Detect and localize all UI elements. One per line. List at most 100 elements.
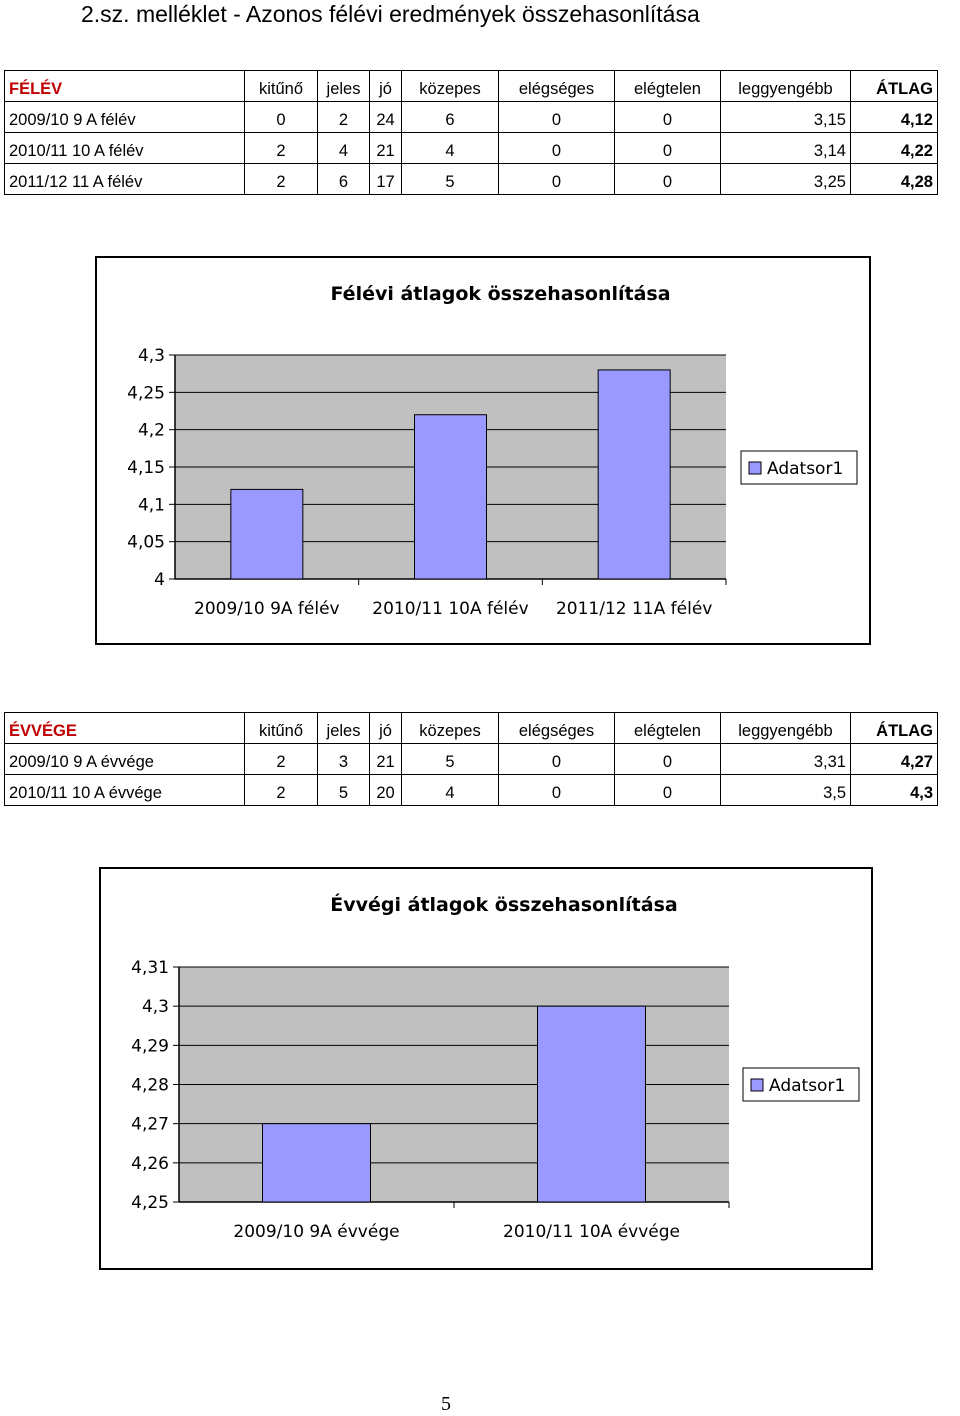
semester-table-cell: 4: [317, 132, 370, 164]
semester-table-cell: 3,25: [720, 163, 851, 195]
yearend-table-header-cell: ÁTLAG: [850, 712, 938, 744]
semester-table-header-cell: elégséges: [498, 70, 615, 102]
yearend-table-cell: 5: [401, 743, 499, 775]
x-tick-label: 2011/12 11A félév: [556, 599, 712, 619]
yearend-table-cell: 3,31: [720, 743, 851, 775]
semester-table-header-cell: ÁTLAG: [850, 70, 938, 102]
yearend-table-header-cell: leggyengébb: [720, 712, 851, 744]
semester-results-table: FÉLÉV kitűnő jeles jó közepes elégséges elégte…: [4, 70, 938, 195]
y-tick-label: 4,29: [131, 1036, 169, 1056]
yearend-table-cell: 0: [614, 774, 721, 806]
semester-table-header-cell: jeles: [317, 70, 370, 102]
yearend-table-cell: 2: [244, 743, 318, 775]
yearend-table-cell: 21: [369, 743, 402, 775]
y-tick-label: 4,3: [138, 346, 165, 366]
yearend-table-cell: 4,27: [850, 743, 938, 775]
legend-label: Adatsor1: [769, 1076, 845, 1096]
semester-table-header-cell: kitűnő: [244, 70, 318, 102]
semester-table-row: 2011/12 11 A félév 2 6 17 5 0 0 3,25 4,28: [4, 163, 938, 195]
bar: [597, 369, 671, 580]
yearend-table-header-cell: jeles: [317, 712, 370, 744]
semester-table-cell: 6: [401, 101, 499, 133]
yearend-table-header-cell: kitűnő: [244, 712, 318, 744]
yearend-chart-svg: Évvégi átlagok összehasonlítása 4,31 4,3 4,…: [131, 893, 860, 1242]
semester-table-cell: 4,28: [850, 163, 938, 195]
yearend-table-header-row: ÉVVÉGE kitűnő jeles jó közepes elégséges elégt…: [4, 712, 938, 744]
page-number: 5: [441, 1393, 451, 1415]
yearend-table-row: 2009/10 9 A évvége 2 3 21 5 0 0 3,31 4,27: [4, 743, 938, 775]
yearend-table-header-cell: elégséges: [498, 712, 615, 744]
semester-table-cell: 3,14: [720, 132, 851, 164]
semester-table-cell: 0: [498, 101, 615, 133]
y-tick-label: 4: [154, 570, 165, 590]
semester-table-cell: 2011/12 11 A félév: [4, 163, 245, 195]
x-tick-label: 2010/11 10A félév: [372, 599, 528, 619]
y-tick-label: 4,05: [127, 533, 165, 553]
yearend-table-row: 2010/11 10 A évvége 2 5 20 4 0 0 3,5 4,3: [4, 774, 938, 806]
semester-table-row: 2010/11 10 A félév 2 4 21 4 0 0 3,14 4,22: [4, 132, 938, 164]
yearend-table-cell: 3,5: [720, 774, 851, 806]
semester-table-cell: 0: [614, 101, 721, 133]
yearend-table-cell: 2010/11 10 A évvége: [4, 774, 245, 806]
semester-table-cell: 4: [401, 132, 499, 164]
semester-average-chart: Félévi átlagok összehasonlítása 4,3 4,25 4,…: [95, 256, 871, 645]
semester-table-cell: 2: [244, 163, 318, 195]
semester-table-cell: 3,15: [720, 101, 851, 133]
yearend-table-cell: 20: [369, 774, 402, 806]
semester-table-cell: 24: [369, 101, 402, 133]
x-tick-label: 2010/11 10A évvége: [503, 1222, 680, 1242]
semester-table-row: 2009/10 9 A félév 0 2 24 6 0 0 3,15 4,12: [4, 101, 938, 133]
semester-table-cell: 2: [244, 132, 318, 164]
yearend-table-cell: 5: [317, 774, 370, 806]
y-tick-label: 4,1: [138, 495, 165, 515]
semester-table-header-cell: FÉLÉV: [4, 70, 245, 102]
y-tick-label: 4,15: [127, 458, 165, 478]
semester-table-header-cell: jó: [369, 70, 402, 102]
y-tick-label: 4,2: [138, 421, 165, 441]
yearend-table-header-cell: közepes: [401, 712, 499, 744]
semester-chart-svg: Félévi átlagok összehasonlítása 4,3 4,25 4,…: [127, 283, 858, 619]
y-tick-label: 4,25: [127, 383, 165, 403]
semester-table-header-cell: leggyengébb: [720, 70, 851, 102]
yearend-table-cell: 2009/10 9 A évvége: [4, 743, 245, 775]
chart-title: Félévi átlagok összehasonlítása: [330, 283, 670, 305]
semester-table-cell: 0: [614, 132, 721, 164]
legend-swatch: [748, 461, 762, 475]
y-tick-label: 4,3: [142, 997, 169, 1017]
yearend-table-cell: 3: [317, 743, 370, 775]
bar: [537, 1005, 646, 1203]
yearend-table-cell: 4,3: [850, 774, 938, 806]
semester-table-cell: 4,12: [850, 101, 938, 133]
y-tick-label: 4,27: [131, 1115, 169, 1135]
yearend-table-cell: 2: [244, 774, 318, 806]
y-tick-label: 4,26: [131, 1154, 169, 1174]
page-title: 2.sz. melléklet - Azonos félévi eredmény…: [81, 1, 700, 27]
semester-table-cell: 0: [498, 132, 615, 164]
semester-table-cell: 6: [317, 163, 370, 195]
yearend-table-cell: 0: [614, 743, 721, 775]
yearend-table-header-cell: elégtelen: [614, 712, 721, 744]
bar: [230, 488, 304, 580]
semester-table-cell: 17: [369, 163, 402, 195]
yearend-average-chart: Évvégi átlagok összehasonlítása 4,31 4,3 4,…: [99, 867, 873, 1270]
semester-table-cell: 2: [317, 101, 370, 133]
semester-table-cell: 2009/10 9 A félév: [4, 101, 245, 133]
semester-table-header-row: FÉLÉV kitűnő jeles jó közepes elégséges elégte…: [4, 70, 938, 102]
legend-label: Adatsor1: [767, 459, 843, 479]
semester-table-cell: 2010/11 10 A félév: [4, 132, 245, 164]
semester-table-cell: 4,22: [850, 132, 938, 164]
yearend-table-header-cell: jó: [369, 712, 402, 744]
yearend-table-cell: 0: [498, 774, 615, 806]
semester-table-cell: 5: [401, 163, 499, 195]
semester-table-header-cell: elégtelen: [614, 70, 721, 102]
y-tick-label: 4,25: [131, 1193, 169, 1213]
semester-table-cell: 0: [498, 163, 615, 195]
semester-table-cell: 0: [614, 163, 721, 195]
yearend-table-cell: 4: [401, 774, 499, 806]
semester-table-cell: 21: [369, 132, 402, 164]
y-tick-label: 4,31: [131, 958, 169, 978]
bar: [262, 1123, 371, 1203]
yearend-table-header-cell: ÉVVÉGE: [4, 712, 245, 744]
chart-title: Évvégi átlagok összehasonlítása: [330, 893, 677, 916]
y-tick-label: 4,28: [131, 1076, 169, 1096]
